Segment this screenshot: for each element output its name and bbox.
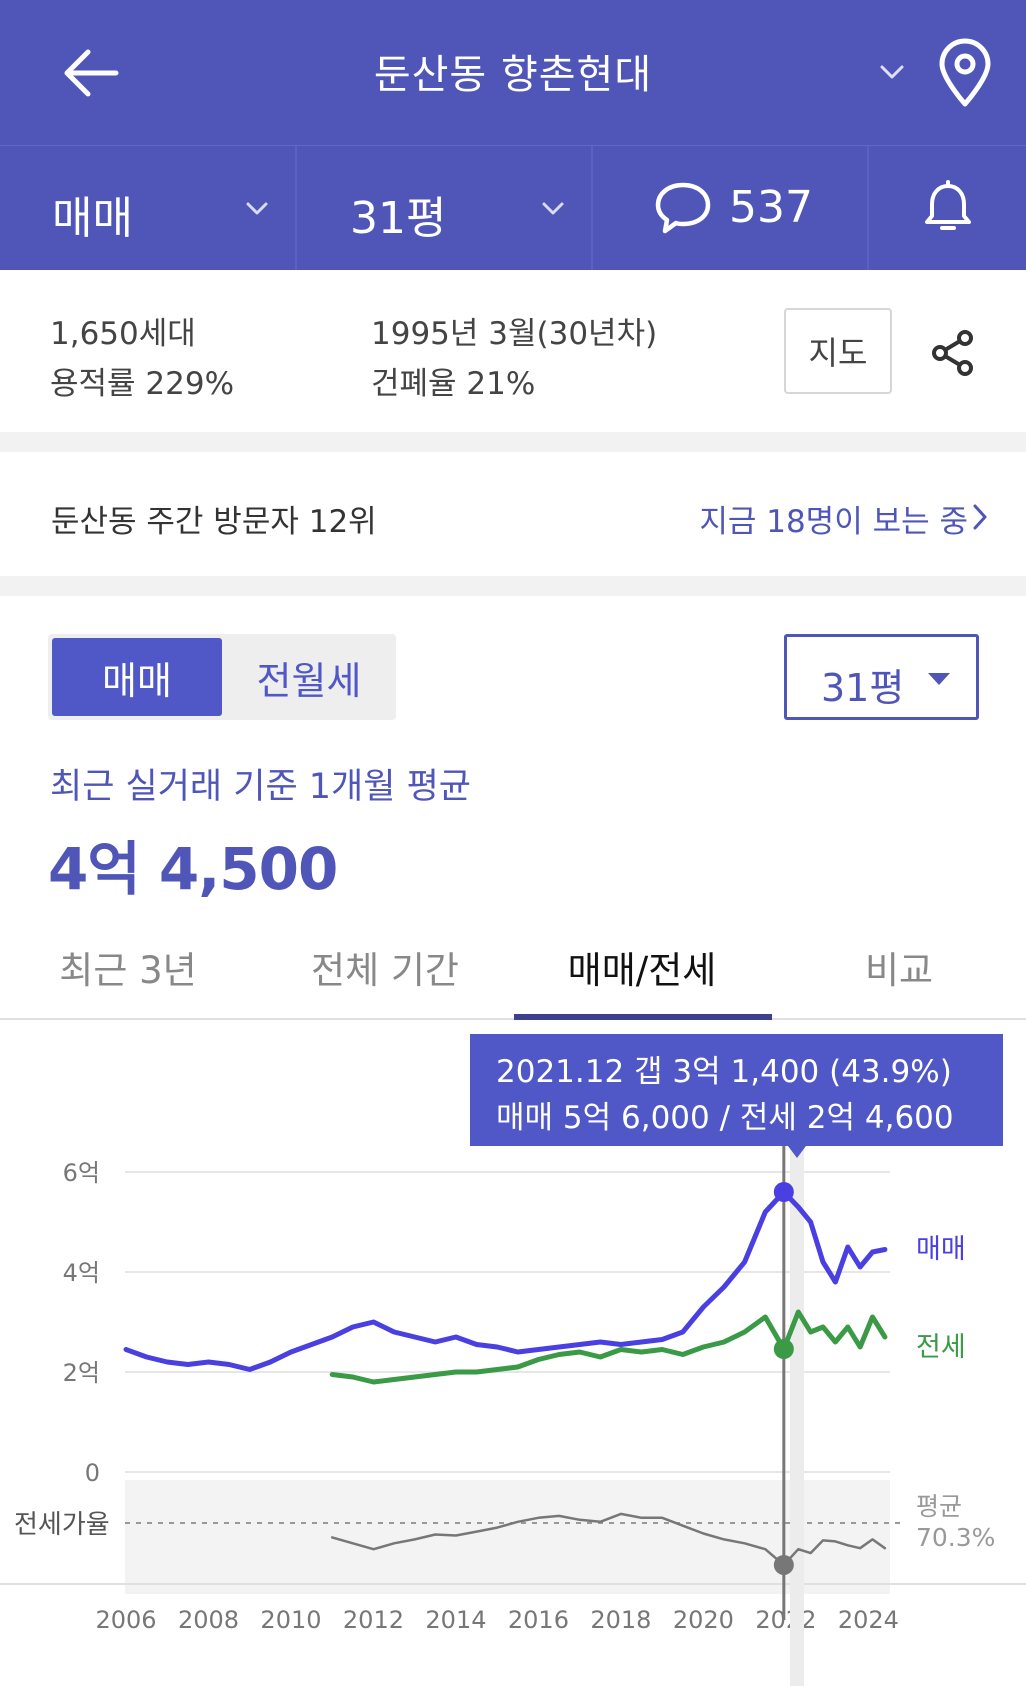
x-tick-label: 2016 — [508, 1606, 569, 1634]
map-button[interactable]: 지도 — [784, 308, 892, 394]
chevron-down-icon — [246, 202, 268, 215]
section-divider — [0, 576, 1026, 596]
back-arrow-icon[interactable] — [58, 40, 124, 106]
caret-down-icon — [928, 673, 950, 685]
size-select[interactable]: 31평 — [784, 634, 979, 720]
trade-type-label: 매매 — [52, 193, 133, 244]
active-tab-indicator — [514, 1014, 772, 1020]
x-tick-label: 2014 — [425, 1606, 486, 1634]
ratio-band — [125, 1480, 890, 1594]
now-viewing-text[interactable]: 지금 18명이 보는 중 — [699, 504, 968, 540]
series-label-sale: 매매 — [916, 1234, 966, 1265]
tooltip-box — [470, 1034, 1003, 1146]
sale-highlight-dot — [773, 1182, 794, 1202]
x-tick-label: 2020 — [673, 1606, 734, 1634]
tooltip-line-2: 매매 5억 6,000 / 전세 2억 4,600 — [496, 1100, 954, 1136]
bell-icon — [925, 180, 971, 230]
chevron-down-icon — [542, 202, 564, 215]
chevron-right-icon[interactable] — [970, 502, 990, 532]
average-price-value: 4억 4,500 — [48, 835, 338, 903]
sale-line — [123, 1189, 888, 1372]
visitor-rank-row[interactable]: 둔산동 주간 방문자 12위 지금 18명이 보는 중 — [0, 452, 1026, 576]
top-app-bar: 둔산동 향촌현대 — [0, 0, 1026, 145]
tab-compare[interactable]: 비교 — [864, 949, 934, 992]
tab-sale-jeonse[interactable]: 매매/전세 — [567, 949, 717, 992]
y-tick-label: 2억 — [63, 1359, 100, 1387]
price-chart[interactable]: 전세가율 평균 70.3% 6억 4억 2억 0 2006 2008 2010 2012 20… — [0, 1020, 1026, 1686]
x-tick-label: 2006 — [95, 1606, 156, 1634]
ratio-average-value: 70.3% — [916, 1523, 995, 1552]
cursor-track — [790, 1100, 804, 1686]
y-tick-label: 6억 — [63, 1159, 100, 1187]
ratio-highlight-dot — [773, 1554, 794, 1575]
tooltip-line-1: 2021.12 갭 3억 1,400 (43.9%) — [496, 1054, 952, 1090]
ratio-row-label: 전세가율 — [14, 1510, 110, 1540]
chat-bubble-icon — [655, 182, 711, 234]
complex-info: 1,650세대 용적률 229% 1995년 3월(30년차) 건폐율 21% … — [0, 270, 1026, 432]
chart-tabs: 최근 3년 전체 기간 매매/전세 비교 — [0, 922, 1026, 1020]
x-tick-label: 2008 — [178, 1606, 239, 1634]
toggle-rent[interactable]: 전월세 — [256, 658, 362, 703]
toggle-sale[interactable]: 매매 — [52, 638, 222, 716]
coverage-ratio: 건폐율 21% — [371, 366, 536, 402]
tab-all-period[interactable]: 전체 기간 — [311, 949, 459, 992]
chart-grid — [125, 1171, 890, 1473]
location-pin-icon[interactable] — [936, 38, 994, 108]
tooltip-pointer — [788, 1146, 806, 1158]
size-dropdown[interactable]: 31평 — [297, 146, 593, 271]
x-tick-label: 2022 — [755, 1606, 816, 1634]
floor-area-ratio: 용적률 229% — [50, 366, 235, 402]
x-tick-label: 2010 — [260, 1606, 321, 1634]
comment-count: 537 — [729, 182, 813, 233]
tab-recent-3-years[interactable]: 최근 3년 — [59, 949, 197, 992]
notification-button[interactable] — [869, 146, 1026, 271]
visitor-rank-text: 둔산동 주간 방문자 12위 — [51, 504, 377, 540]
size-select-value: 31평 — [821, 666, 905, 710]
ratio-average-label: 평균 — [916, 1492, 962, 1521]
built-year: 1995년 3월(30년차) — [371, 316, 658, 352]
average-price-label: 최근 실거래 기준 1개월 평균 — [50, 767, 471, 807]
chevron-down-icon[interactable] — [876, 56, 908, 88]
trade-type-toggle: 매매 전월세 — [48, 634, 396, 720]
x-tick-label: 2018 — [590, 1606, 651, 1634]
x-tick-label: 2012 — [343, 1606, 404, 1634]
jeonse-highlight-dot — [773, 1339, 794, 1359]
jeonse-line — [329, 1309, 888, 1385]
ratio-line — [330, 1512, 887, 1567]
comments-button[interactable]: 537 — [593, 146, 869, 271]
share-icon[interactable] — [930, 328, 976, 378]
series-label-jeonse: 전세 — [916, 1332, 966, 1363]
households: 1,650세대 — [50, 316, 196, 352]
page-title[interactable]: 둔산동 향촌현대 — [373, 52, 653, 98]
section-divider — [0, 432, 1026, 452]
y-tick-label: 4억 — [63, 1259, 100, 1287]
y-tick-label: 0 — [85, 1459, 100, 1487]
filter-bar: 매매 31평 537 — [0, 145, 1026, 271]
trade-type-dropdown[interactable]: 매매 — [0, 146, 297, 271]
x-tick-label: 2024 — [838, 1606, 899, 1634]
size-label: 31평 — [350, 193, 447, 244]
